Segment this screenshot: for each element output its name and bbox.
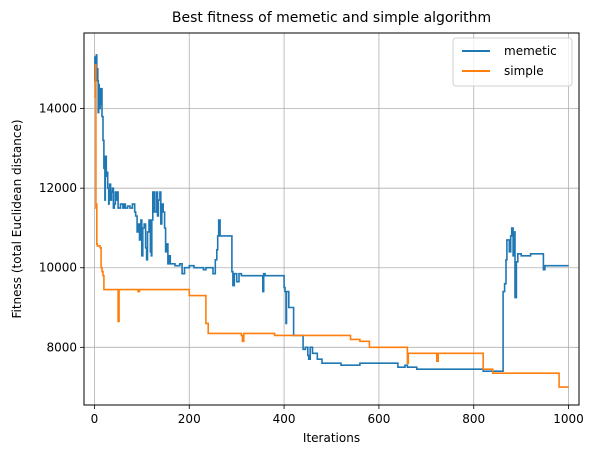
- x-tick-label: 1000: [553, 412, 584, 426]
- x-tick-label: 0: [91, 412, 99, 426]
- y-tick-label: 8000: [46, 340, 77, 354]
- legend-label-memetic: memetic: [504, 44, 557, 58]
- series-line-simple: [94, 64, 569, 388]
- series-line-memetic: [94, 54, 569, 372]
- axis-ticks: 0 200 400 600 800 1000 8000 10000 12000 14000: [39, 102, 584, 426]
- series-layer: [94, 54, 569, 388]
- x-axis-label: Iterations: [303, 431, 360, 445]
- y-tick-label: 14000: [39, 102, 77, 116]
- grid-lines: [84, 33, 579, 405]
- x-tick-label: 600: [367, 412, 390, 426]
- legend: memetic simple: [452, 37, 573, 87]
- y-axis-label: Fitness (total Euclidean distance): [10, 119, 24, 318]
- y-tick-label: 10000: [39, 261, 77, 275]
- legend-label-simple: simple: [504, 64, 544, 78]
- x-tick-label: 400: [273, 412, 296, 426]
- x-tick-label: 200: [178, 412, 201, 426]
- y-tick-label: 12000: [39, 181, 77, 195]
- plot-frame: [83, 32, 580, 406]
- x-tick-label: 800: [462, 412, 485, 426]
- chart-title: Best fitness of memetic and simple algor…: [172, 10, 491, 26]
- plot-area: [84, 33, 579, 405]
